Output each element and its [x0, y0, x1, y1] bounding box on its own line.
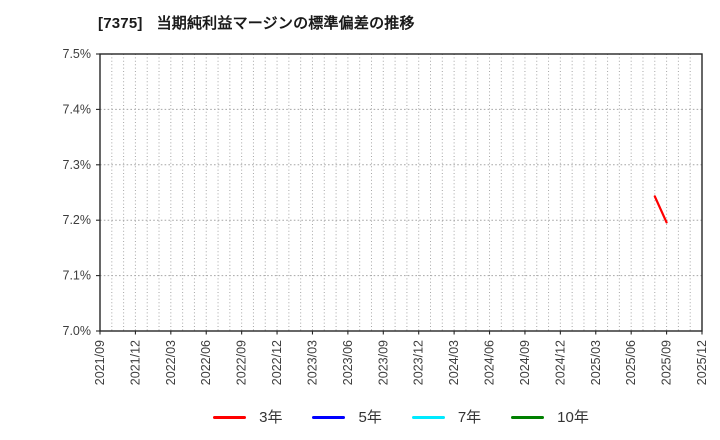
ticker-code: [7375]	[98, 15, 143, 32]
x-tick-label: 2025/09	[660, 340, 674, 385]
axis-ticks	[96, 53, 703, 335]
x-tick-label: 2022/03	[164, 340, 178, 385]
legend-item-5y: 5年	[312, 408, 382, 426]
chart-title-text: 当期純利益マージンの標準偏差の推移	[156, 15, 415, 32]
x-tick-label: 2024/06	[483, 340, 497, 385]
y-tick-label: 7.0%	[63, 324, 92, 338]
x-tick-label: 2024/12	[553, 340, 567, 385]
x-tick-label: 2023/03	[305, 340, 319, 385]
legend-swatch-7y-icon	[411, 415, 445, 419]
x-tick-label: 2024/09	[518, 340, 532, 385]
plot-border	[99, 53, 703, 332]
legend-item-7y: 7年	[411, 408, 482, 426]
legend-swatch-3y-icon	[213, 415, 247, 419]
y-tick-label: 7.3%	[63, 158, 92, 172]
x-tick-label: 2021/09	[93, 340, 107, 385]
legend-label-10y: 10年	[557, 408, 589, 426]
legend-label-5y: 5年	[358, 408, 382, 426]
vertical-gridlines	[111, 54, 691, 331]
chart-title: [7375] 当期純利益マージンの標準偏差の推移	[98, 12, 415, 33]
x-tick-labels: 2021/09 2021/12 2022/03 2022/06 2022/09 2022/…	[93, 340, 709, 385]
x-tick-label: 2022/12	[270, 340, 284, 385]
y-tick-label: 7.1%	[63, 269, 92, 283]
legend-label-3y: 3年	[259, 408, 283, 426]
legend: 3年 5年 7年 10年	[100, 403, 702, 431]
x-tick-label: 2022/09	[235, 340, 249, 385]
legend-swatch-5y-icon	[312, 415, 346, 419]
y-tick-label: 7.5%	[63, 47, 92, 61]
x-tick-label: 2025/03	[589, 340, 603, 385]
x-tick-label: 2023/12	[412, 340, 426, 385]
legend-swatch-10y-icon	[511, 415, 545, 419]
y-tick-labels: 7.0% 7.1% 7.2% 7.3% 7.4% 7.5%	[63, 47, 92, 338]
y-tick-label: 7.4%	[63, 102, 92, 116]
legend-item-3y: 3年	[213, 410, 282, 425]
horizontal-gridlines	[100, 108, 702, 277]
series-line-3年	[653, 195, 668, 224]
x-tick-label: 2023/09	[376, 340, 390, 385]
x-tick-label: 2024/03	[447, 340, 461, 385]
legend-label-7y: 7年	[457, 408, 482, 426]
x-tick-label: 2021/12	[128, 340, 142, 385]
x-tick-label: 2022/06	[199, 340, 213, 385]
x-tick-label: 2025/12	[695, 340, 709, 385]
y-tick-label: 7.2%	[63, 213, 92, 227]
x-tick-label: 2025/06	[624, 340, 638, 385]
plot-area: 7.0%7.1%7.2%7.3%7.4%7.5%2021/09 2021/12 20…	[63, 47, 710, 385]
x-tick-label: 2023/06	[341, 340, 355, 385]
legend-item-10y: 10年	[511, 410, 589, 425]
